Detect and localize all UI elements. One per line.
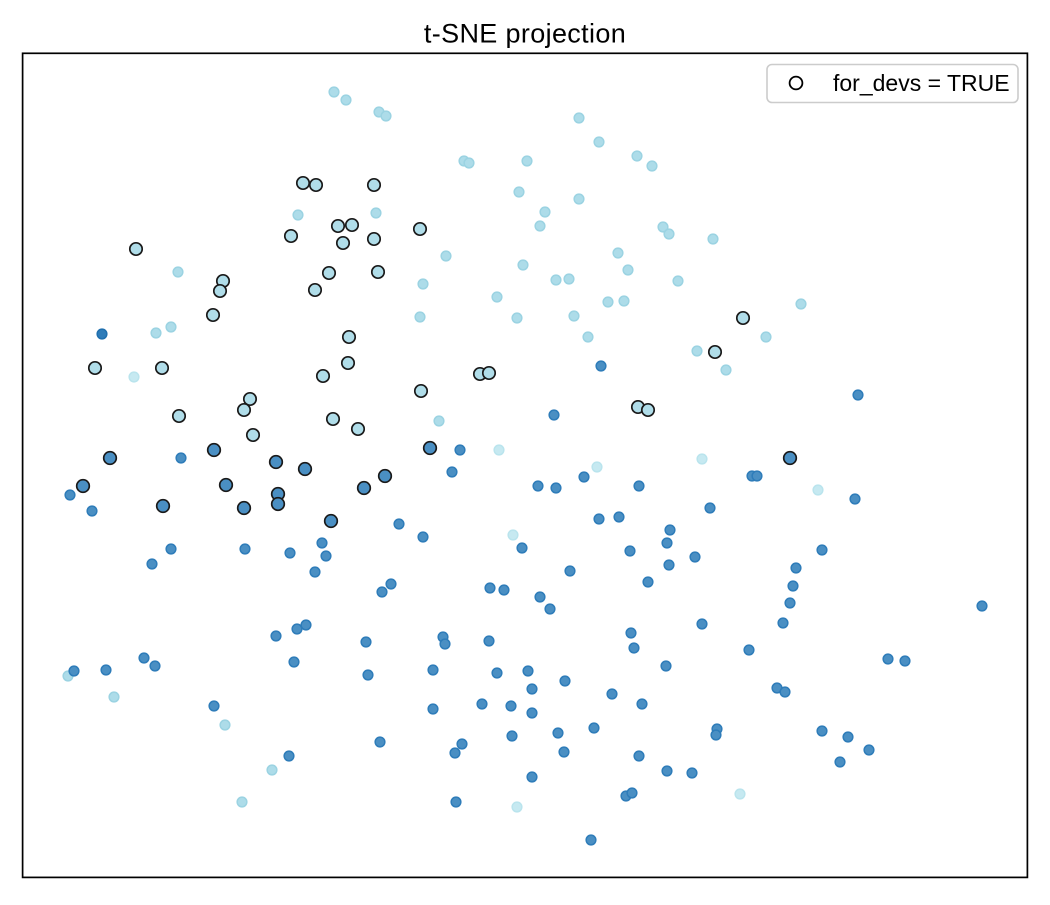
svg-text:t-SNE projection: t-SNE projection (424, 19, 626, 49)
svg-text:for_devs = TRUE: for_devs = TRUE (833, 70, 1010, 96)
